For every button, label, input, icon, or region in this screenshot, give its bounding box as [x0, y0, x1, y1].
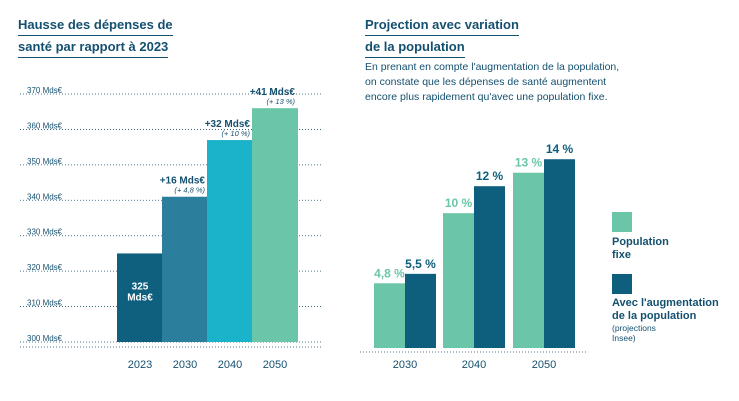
y-tick-label: 350 Mds€	[27, 157, 63, 166]
bar-increase-label: +32 Mds€	[205, 119, 251, 130]
bar-2050	[252, 108, 298, 343]
legend-swatch-fixed	[612, 212, 632, 232]
right-chart-description: En prenant en compte l'augmentation de l…	[365, 60, 685, 105]
bar-2040	[207, 140, 253, 342]
x-tick-label: 2023	[128, 359, 152, 371]
bar-value-label: 325	[132, 281, 149, 292]
y-tick-label: 300 Mds€	[27, 334, 63, 343]
y-tick-label: 340 Mds€	[27, 192, 63, 201]
bar-2023	[117, 253, 163, 342]
bar-percent-label: 4,8 %	[374, 266, 405, 280]
right-title-line-2: de la population	[365, 38, 465, 58]
x-tick-label: 2030	[173, 359, 197, 371]
y-tick-label: 370 Mds€	[27, 86, 63, 95]
right-chart-title: Projection avec variation de la populati…	[365, 16, 519, 60]
bar-percent-label: 13 %	[515, 156, 543, 170]
bar-percent-label: 12 %	[476, 169, 504, 183]
legend-growth-note: (projections Insee)	[612, 323, 656, 343]
description-line-1: En prenant en compte l'augmentation de l…	[365, 61, 620, 73]
description-line-2: on constate que les dépenses de santé au…	[365, 76, 607, 88]
left-chart-title: Hausse des dépenses de santé par rapport…	[18, 16, 173, 60]
legend-growth-line-1: Avec l'augmentation	[612, 297, 719, 309]
legend-label-growth: Avec l'augmentation de la population	[612, 297, 737, 323]
bar-2030-fixed	[374, 283, 405, 348]
left-bar-chart: 300 Mds€ 310 Mds€ 320 Mds€ 330 Mds€ 340 Mds€…	[20, 86, 322, 371]
x-tick-label: 2040	[462, 359, 486, 371]
bar-increase-percent: (+ 10 %)	[221, 129, 250, 138]
right-grouped-bar-chart: 4,8 %5,5 % 2030 10 %12 % 2040 13 %14 % 2050	[360, 142, 588, 371]
bar-2030-growth	[405, 273, 436, 348]
bar-2040-fixed	[443, 213, 474, 348]
x-tick-label: 2030	[393, 359, 417, 371]
bar-percent-label: 5,5 %	[405, 257, 436, 271]
bar-2040-growth	[474, 186, 505, 348]
y-tick-label: 330 Mds€	[27, 228, 63, 237]
x-tick-label: 2050	[532, 359, 556, 371]
left-title-line-1: Hausse des dépenses de	[18, 16, 173, 36]
legend-swatch-growth	[612, 274, 632, 294]
right-title-line-1: Projection avec variation	[365, 16, 519, 36]
bar-percent-label: 10 %	[445, 196, 473, 210]
y-tick-label: 320 Mds€	[27, 263, 63, 272]
legend-fixed-line-2: fixe	[612, 249, 631, 261]
y-tick-label: 310 Mds€	[27, 299, 63, 308]
bar-increase-percent: (+ 4,8 %)	[174, 186, 205, 195]
x-tick-label: 2040	[218, 359, 242, 371]
bar-value-unit: Mds€	[127, 292, 153, 303]
left-title-line-2: santé par rapport à 2023	[18, 38, 169, 58]
y-tick-label: 360 Mds€	[27, 121, 63, 130]
description-line-3: encore plus rapidement qu'avec une popul…	[365, 91, 608, 103]
bar-increase-percent: (+ 13 %)	[266, 97, 295, 106]
legend-growth-line-2: de la population	[612, 310, 697, 322]
x-tick-label: 2050	[263, 359, 287, 371]
bar-2050-fixed	[513, 172, 544, 348]
bar-2050-growth	[544, 159, 575, 348]
bar-increase-label: +41 Mds€	[250, 87, 296, 98]
bar-increase-label: +16 Mds€	[160, 176, 206, 187]
legend-fixed-line-1: Population	[612, 236, 669, 248]
bar-2030	[162, 196, 208, 342]
bar-percent-label: 14 %	[546, 142, 574, 156]
legend-label-fixed: Population fixe	[612, 236, 737, 262]
